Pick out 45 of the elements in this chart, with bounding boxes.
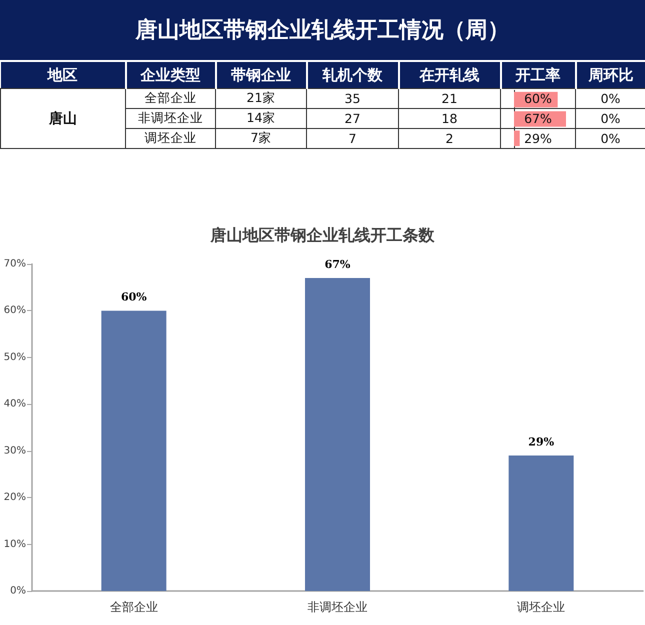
bar <box>101 310 166 591</box>
y-tick-label: 30% <box>4 445 26 456</box>
text: 21家 <box>246 90 276 105</box>
x-tick-label: 调坯企业 <box>517 600 566 614</box>
data-label: 29% <box>528 436 555 449</box>
text: 0% <box>600 111 620 126</box>
y-tick-label: 0% <box>10 586 26 596</box>
text: 21 <box>442 91 458 106</box>
y-tick-label: 20% <box>4 492 26 504</box>
chart-title: 唐山地区带钢企业轧线开工条数 <box>210 226 436 244</box>
text: 35 <box>344 91 360 106</box>
y-tick-label: 40% <box>4 398 26 410</box>
category-label: 带钢企业 <box>216 61 306 88</box>
text: 60% <box>524 91 552 106</box>
category-label: 企业类型 <box>126 61 216 88</box>
x-tick-label: 全部企业 <box>110 600 158 614</box>
text: 调坯企业 <box>144 130 196 145</box>
text: 7 <box>348 131 356 146</box>
text: 0% <box>600 131 620 146</box>
bar <box>508 456 574 591</box>
text: 唐山 <box>49 110 77 126</box>
text: 18 <box>442 111 458 126</box>
category-label: 周环比 <box>576 61 645 88</box>
text: 7家 <box>250 130 272 145</box>
text: 2 <box>446 131 454 146</box>
text: 29% <box>524 131 552 146</box>
text: 27 <box>344 111 360 126</box>
data-label: 67% <box>324 258 351 272</box>
text: 非调坯企业 <box>138 110 203 125</box>
category-label: 开工率 <box>500 61 576 88</box>
y-tick-label: 10% <box>4 538 26 550</box>
category-label: 地区 <box>0 61 126 88</box>
data-label: 60% <box>120 290 148 304</box>
text: 67% <box>524 111 552 126</box>
text: 全部企业 <box>144 90 196 105</box>
bar <box>305 278 370 591</box>
category-label: 轧机个数 <box>306 61 398 88</box>
x-tick-label: 非调坯企业 <box>308 600 368 614</box>
y-tick-label: 60% <box>4 305 26 316</box>
category-label: 在开轧线 <box>398 61 500 88</box>
text: 14家 <box>246 110 276 125</box>
y-tick-label: 50% <box>4 352 26 363</box>
y-tick-label: 70% <box>4 258 26 270</box>
text: 唐山地区带钢企业轧线开工情况（周） <box>0 0 645 60</box>
text: 0% <box>600 91 620 106</box>
